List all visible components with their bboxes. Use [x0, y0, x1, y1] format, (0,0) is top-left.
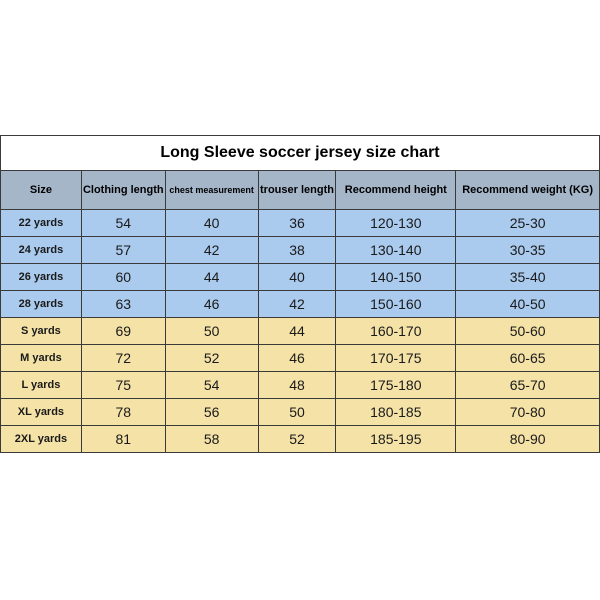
col-header-size: Size [1, 171, 82, 210]
table-cell: 60-65 [456, 345, 600, 372]
table-cell: 28 yards [1, 291, 82, 318]
table-row: L yards755448175-18065-70 [1, 372, 600, 399]
table-cell: 56 [165, 399, 258, 426]
table-cell: 50 [258, 399, 336, 426]
table-cell: 170-175 [336, 345, 456, 372]
table-cell: 120-130 [336, 210, 456, 237]
table-row: 2XL yards815852185-19580-90 [1, 426, 600, 453]
table-cell: 80-90 [456, 426, 600, 453]
table-cell: 58 [165, 426, 258, 453]
table-cell: 22 yards [1, 210, 82, 237]
table-cell: 130-140 [336, 237, 456, 264]
table-cell: 75 [81, 372, 165, 399]
table-cell: 70-80 [456, 399, 600, 426]
table-cell: 30-35 [456, 237, 600, 264]
table-cell: 40 [165, 210, 258, 237]
table-cell: 63 [81, 291, 165, 318]
table-cell: 44 [258, 318, 336, 345]
table-row: 26 yards604440140-15035-40 [1, 264, 600, 291]
size-chart-container: Long Sleeve soccer jersey size chart Siz… [0, 135, 600, 453]
table-cell: 36 [258, 210, 336, 237]
table-cell: 46 [258, 345, 336, 372]
table-cell: XL yards [1, 399, 82, 426]
table-cell: 35-40 [456, 264, 600, 291]
table-cell: 160-170 [336, 318, 456, 345]
table-cell: 44 [165, 264, 258, 291]
table-cell: 54 [165, 372, 258, 399]
table-cell: 42 [258, 291, 336, 318]
table-cell: 150-160 [336, 291, 456, 318]
table-cell: 54 [81, 210, 165, 237]
table-cell: 65-70 [456, 372, 600, 399]
table-cell: S yards [1, 318, 82, 345]
table-row: S yards695044160-17050-60 [1, 318, 600, 345]
table-cell: 38 [258, 237, 336, 264]
title-row: Long Sleeve soccer jersey size chart [1, 136, 600, 171]
table-cell: 140-150 [336, 264, 456, 291]
table-row: 22 yards544036120-13025-30 [1, 210, 600, 237]
col-header-clothing-length: Clothing length [81, 171, 165, 210]
table-cell: 78 [81, 399, 165, 426]
table-cell: 57 [81, 237, 165, 264]
table-cell: 2XL yards [1, 426, 82, 453]
table-cell: 25-30 [456, 210, 600, 237]
table-cell: 60 [81, 264, 165, 291]
table-row: M yards725246170-17560-65 [1, 345, 600, 372]
table-cell: 180-185 [336, 399, 456, 426]
table-cell: 42 [165, 237, 258, 264]
size-chart-table: Long Sleeve soccer jersey size chart Siz… [0, 135, 600, 453]
table-cell: M yards [1, 345, 82, 372]
table-cell: 40 [258, 264, 336, 291]
table-cell: 175-180 [336, 372, 456, 399]
table-cell: 48 [258, 372, 336, 399]
col-header-recommend-height: Recommend height [336, 171, 456, 210]
table-cell: 69 [81, 318, 165, 345]
table-cell: 185-195 [336, 426, 456, 453]
table-cell: 24 yards [1, 237, 82, 264]
table-row: XL yards785650180-18570-80 [1, 399, 600, 426]
header-row: Size Clothing length chest measurement t… [1, 171, 600, 210]
table-row: 24 yards574238130-14030-35 [1, 237, 600, 264]
table-cell: 50 [165, 318, 258, 345]
page: Long Sleeve soccer jersey size chart Siz… [0, 0, 600, 600]
table-cell: 46 [165, 291, 258, 318]
table-cell: 81 [81, 426, 165, 453]
table-row: 28 yards634642150-16040-50 [1, 291, 600, 318]
col-header-chest-measurement: chest measurement [165, 171, 258, 210]
table-cell: 26 yards [1, 264, 82, 291]
table-cell: 40-50 [456, 291, 600, 318]
table-cell: 52 [165, 345, 258, 372]
col-header-trouser-length: trouser length [258, 171, 336, 210]
table-cell: L yards [1, 372, 82, 399]
table-cell: 72 [81, 345, 165, 372]
table-cell: 50-60 [456, 318, 600, 345]
chart-title: Long Sleeve soccer jersey size chart [1, 136, 600, 171]
col-header-recommend-weight: Recommend weight (KG) [456, 171, 600, 210]
table-cell: 52 [258, 426, 336, 453]
size-chart-body: 22 yards544036120-13025-3024 yards574238… [1, 210, 600, 453]
